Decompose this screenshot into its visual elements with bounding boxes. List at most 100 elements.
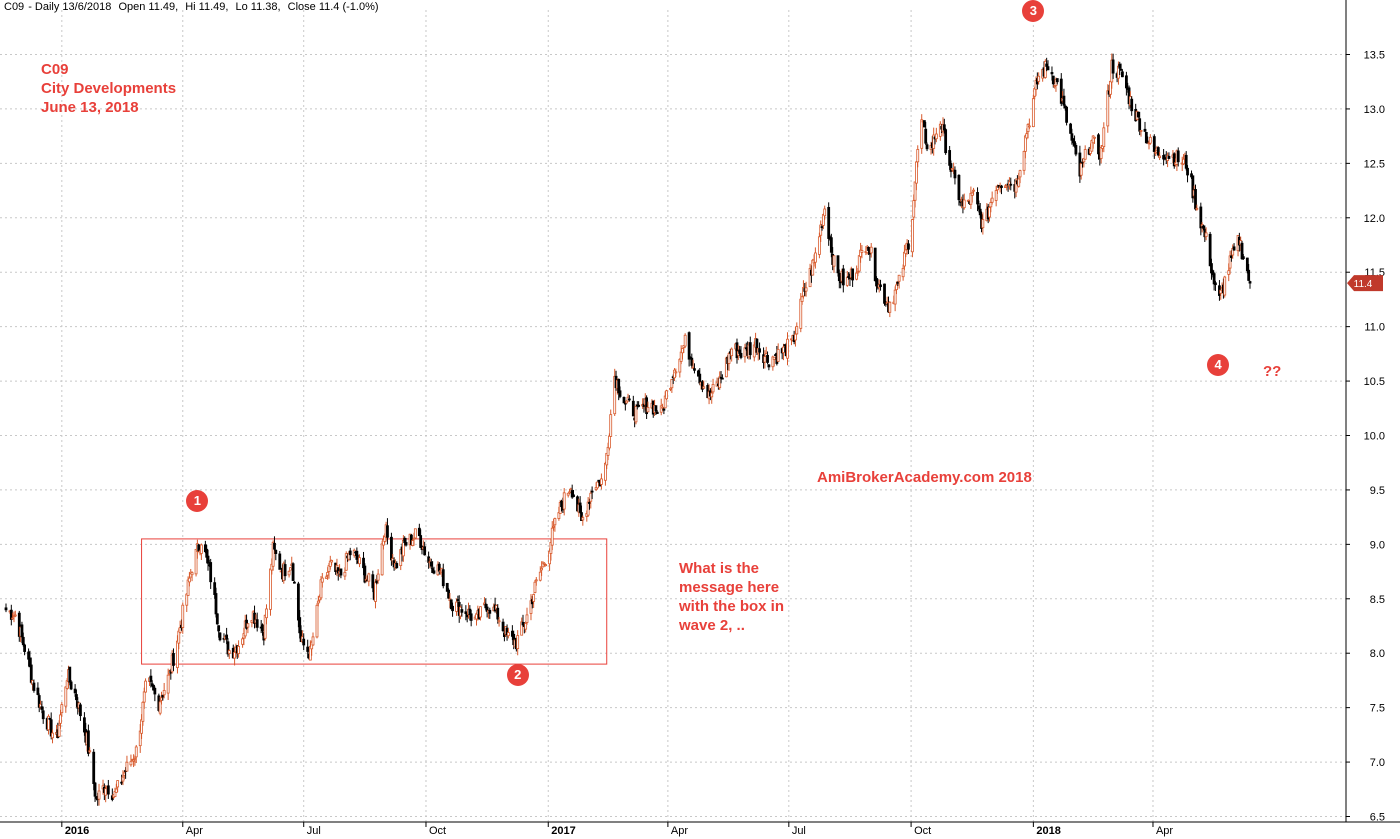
candle-body: [1124, 75, 1128, 89]
candle-body: [419, 535, 423, 548]
candle-body: [41, 710, 45, 720]
candle-body: [606, 446, 610, 456]
candle-body: [1118, 63, 1122, 69]
candle-body: [540, 567, 544, 571]
candle-body: [21, 636, 25, 646]
candle-body: [75, 694, 78, 701]
candle-body: [40, 706, 44, 710]
candle-body: [456, 599, 460, 601]
candle-body: [363, 565, 367, 583]
candle-body: [767, 364, 771, 368]
candle-body: [218, 632, 222, 641]
candle-body: [524, 623, 528, 630]
candle-body: [669, 387, 672, 390]
candle-body: [188, 577, 191, 583]
candle-body: [116, 780, 120, 788]
y-axis: 6.57.07.58.08.59.09.510.010.511.011.512.…: [1345, 0, 1385, 824]
candle-body: [1062, 95, 1066, 106]
candle-body: [800, 296, 804, 302]
candle-body: [13, 614, 17, 617]
header-hi: Hi 11.49,: [185, 1, 229, 13]
candle-body: [48, 717, 52, 720]
y-tick-label: 9.0: [1370, 539, 1385, 551]
candle-body: [976, 192, 979, 205]
watermark-text: AmiBrokerAcademy.com 2018: [817, 469, 1032, 486]
candle-body: [634, 406, 638, 423]
candle-body: [857, 255, 861, 272]
candle-body: [403, 537, 407, 544]
candle-body: [832, 255, 836, 267]
candle-body: [600, 478, 603, 485]
candle-body: [269, 568, 272, 610]
candle-body: [568, 491, 571, 494]
candle-body: [966, 199, 970, 202]
candle-body: [413, 528, 417, 539]
y-tick-label: 10.0: [1364, 431, 1385, 443]
candle-body: [455, 601, 458, 612]
candle-body: [978, 208, 982, 216]
y-tick-label: 12.5: [1364, 158, 1385, 170]
candle-body: [293, 581, 296, 584]
candle-body: [32, 682, 36, 691]
candle-body: [1109, 80, 1112, 95]
candle-body: [496, 607, 500, 620]
chart-grid: [0, 10, 1346, 822]
candle-body: [553, 518, 557, 526]
candle-body: [1022, 150, 1026, 171]
candle-body: [977, 205, 981, 210]
candle-body: [687, 332, 691, 360]
candle-body: [217, 625, 221, 632]
candle-body: [390, 536, 393, 561]
candle-body: [237, 645, 240, 654]
candle-body: [856, 271, 860, 274]
candle-body: [659, 405, 663, 413]
candle-body: [681, 348, 684, 354]
candle-body: [194, 548, 198, 575]
candle-body: [97, 790, 101, 800]
candle-body: [1093, 136, 1096, 139]
x-tick-label: Oct: [914, 825, 931, 837]
candle-body: [1031, 98, 1035, 128]
candle-body: [702, 386, 706, 389]
candle-body: [464, 611, 468, 614]
candle-body: [190, 572, 194, 576]
candle-body: [521, 622, 525, 626]
candle-series: [4, 53, 1252, 806]
candle-body: [1241, 256, 1245, 260]
candle-body: [953, 169, 957, 179]
candle-body: [87, 730, 90, 754]
candle-body: [851, 268, 855, 281]
candle-body: [904, 249, 908, 254]
candle-body: [176, 640, 179, 668]
candle-body: [1102, 127, 1106, 147]
candle-body: [199, 544, 203, 554]
candle-body: [693, 368, 696, 371]
candle-body: [60, 704, 64, 714]
candle-body: [912, 200, 916, 218]
candle-body: [763, 356, 767, 363]
candle-body: [1069, 123, 1072, 134]
candle-body: [134, 746, 138, 758]
candle-body: [532, 594, 536, 602]
header-open: Open 11.49,: [118, 1, 179, 13]
candle-body: [23, 644, 27, 652]
candle-body: [727, 353, 731, 364]
question-line: with the box in: [679, 598, 784, 615]
x-tick-label: Jul: [307, 825, 321, 837]
candle-body: [596, 481, 599, 489]
candle-body: [122, 772, 126, 776]
candle-body: [618, 390, 622, 397]
candle-body: [957, 174, 961, 201]
candle-body: [144, 680, 147, 693]
candle-body: [29, 664, 33, 683]
x-tick-label: 2016: [65, 825, 89, 837]
candle-body: [1139, 130, 1143, 132]
candle-body: [972, 189, 975, 192]
y-tick-label: 7.0: [1370, 757, 1385, 769]
candle-body: [197, 544, 201, 552]
candle-body: [1097, 134, 1100, 155]
candle-body: [417, 527, 421, 537]
header-lo: Lo 11.38,: [235, 1, 281, 13]
candle-body: [506, 632, 510, 637]
candle-body: [1106, 90, 1110, 127]
